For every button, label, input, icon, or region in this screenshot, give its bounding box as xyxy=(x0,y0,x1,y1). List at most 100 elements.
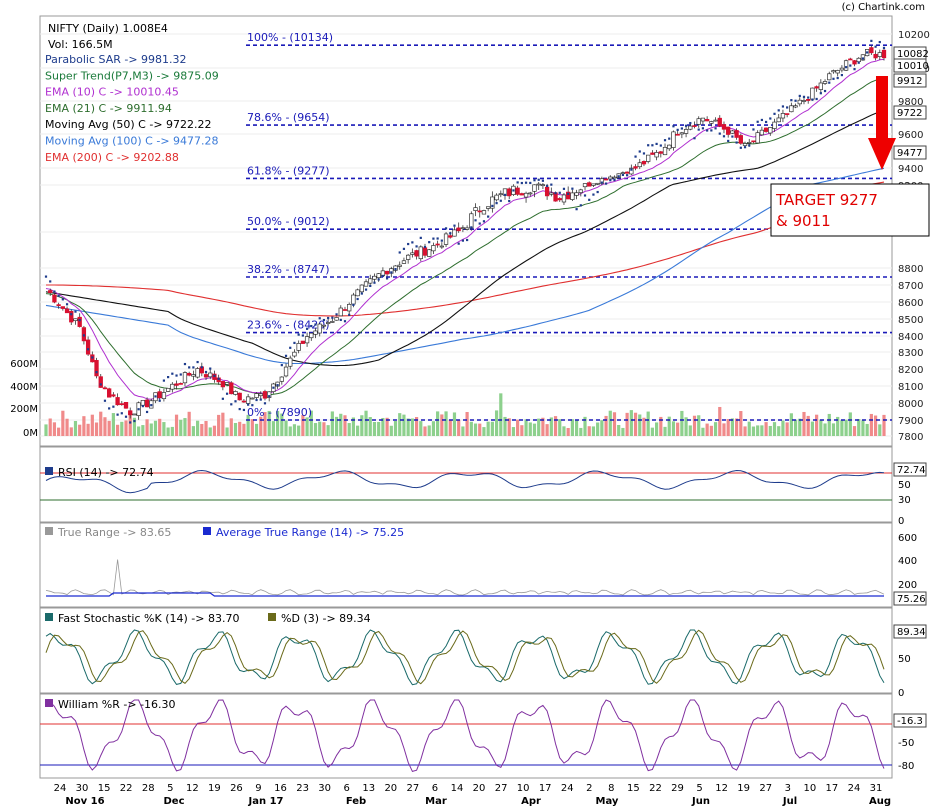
volume-bar xyxy=(448,419,452,436)
volume-bar xyxy=(587,426,591,436)
sar-dot xyxy=(293,341,296,345)
sar-dot xyxy=(739,146,742,149)
sar-dot xyxy=(318,317,321,320)
volume-bar xyxy=(61,410,65,436)
candle-body xyxy=(178,383,183,385)
x-day-tick: 24 xyxy=(561,783,574,794)
volume-bar xyxy=(735,418,739,436)
sar-dot xyxy=(697,128,700,131)
sar-dot xyxy=(70,313,73,316)
volume-bar xyxy=(94,422,99,436)
volume-bar xyxy=(187,411,191,436)
sar-dot xyxy=(790,99,793,102)
volume-bar xyxy=(596,422,600,436)
volume-bar xyxy=(414,417,419,436)
volume-bar xyxy=(494,410,499,436)
candle-body xyxy=(831,70,836,73)
sar-dot xyxy=(541,179,545,182)
x-day-tick: 10 xyxy=(517,783,530,794)
sar-dot xyxy=(461,239,464,242)
price-tick-label: 8200 xyxy=(898,365,923,376)
main-title: NIFTY (Daily) 1.008E4 xyxy=(48,22,168,35)
candle-body xyxy=(460,227,466,230)
sar-dot xyxy=(567,192,570,195)
volume-bar xyxy=(516,419,520,436)
volume-bar xyxy=(591,426,596,436)
candle-body xyxy=(224,382,230,385)
volume-bar xyxy=(617,424,621,436)
volume-bar xyxy=(621,427,625,436)
candle-body xyxy=(717,117,722,127)
candle-body xyxy=(629,167,634,175)
sar-dot xyxy=(866,51,869,54)
candle-body xyxy=(852,60,857,65)
x-day-tick: 19 xyxy=(208,783,221,794)
candle-body xyxy=(667,144,672,150)
sar-dot xyxy=(466,238,469,242)
sar-dot xyxy=(204,370,208,374)
atr-tick: 400 xyxy=(898,556,917,567)
volume-bar xyxy=(73,420,78,436)
volume-bar xyxy=(629,410,633,436)
sar-dot xyxy=(124,415,128,418)
price-value-tag-text: 9912 xyxy=(897,76,922,87)
ema10-line xyxy=(45,58,885,400)
sar-dot xyxy=(188,366,191,369)
volume-bar xyxy=(225,427,229,436)
candle-body xyxy=(688,125,693,130)
sar-dot xyxy=(116,413,119,416)
candle-body xyxy=(477,210,482,213)
x-month-tick: Feb xyxy=(346,796,366,807)
sar-dot xyxy=(609,179,612,182)
sar-dot xyxy=(352,303,355,306)
candle-body xyxy=(241,400,247,403)
candle-body xyxy=(195,368,200,378)
candle-body xyxy=(406,254,411,260)
volume-bar xyxy=(436,411,440,436)
price-value-tag-text: 10010 xyxy=(897,61,929,72)
volume-bar xyxy=(313,423,318,436)
x-day-tick: 29 xyxy=(671,783,684,794)
volume-bar xyxy=(440,414,444,436)
x-day-tick: 3 xyxy=(785,783,791,794)
sar-dot xyxy=(444,227,448,230)
candle-body xyxy=(237,392,242,401)
sar-dot xyxy=(95,371,98,374)
volume-tick-label: 400M xyxy=(10,382,38,393)
volume-bar xyxy=(158,418,162,436)
candle-body xyxy=(123,401,129,409)
sar-dot xyxy=(710,129,713,132)
price-tick-label: 8600 xyxy=(898,298,923,309)
sar-dot xyxy=(735,141,738,144)
volume-bar xyxy=(764,422,768,436)
volume-bar xyxy=(882,414,886,436)
sar-dot xyxy=(314,323,317,326)
volume-bar xyxy=(537,418,541,436)
sar-dot xyxy=(238,407,241,411)
volume-bar xyxy=(128,411,132,436)
sar-dot xyxy=(558,191,561,194)
main-legend: Parabolic SAR -> 9981.32 Super Trend(P7,M… xyxy=(45,53,219,164)
sar-dot xyxy=(305,327,309,330)
sar-dot xyxy=(638,150,641,153)
volume-bar xyxy=(393,420,398,436)
volume-bar xyxy=(747,421,751,436)
sar-dot xyxy=(200,366,203,369)
price-tick-label: 9400 xyxy=(898,164,923,175)
sar-dot xyxy=(280,364,283,367)
volume-bar xyxy=(478,423,482,436)
candle-body xyxy=(107,388,112,398)
x-day-tick: 15 xyxy=(627,783,640,794)
volume-bar xyxy=(785,422,789,436)
volume-bar xyxy=(334,416,339,436)
candle-body xyxy=(608,176,613,180)
sar-dot xyxy=(234,400,237,403)
sar-dot xyxy=(179,373,182,376)
volume-bar xyxy=(545,424,549,436)
volume-bar xyxy=(558,419,562,436)
x-day-tick: 31 xyxy=(870,783,883,794)
candle-body xyxy=(170,383,175,390)
candle-body xyxy=(73,318,78,322)
sar-dot xyxy=(836,76,839,80)
sar-dot xyxy=(798,94,801,98)
